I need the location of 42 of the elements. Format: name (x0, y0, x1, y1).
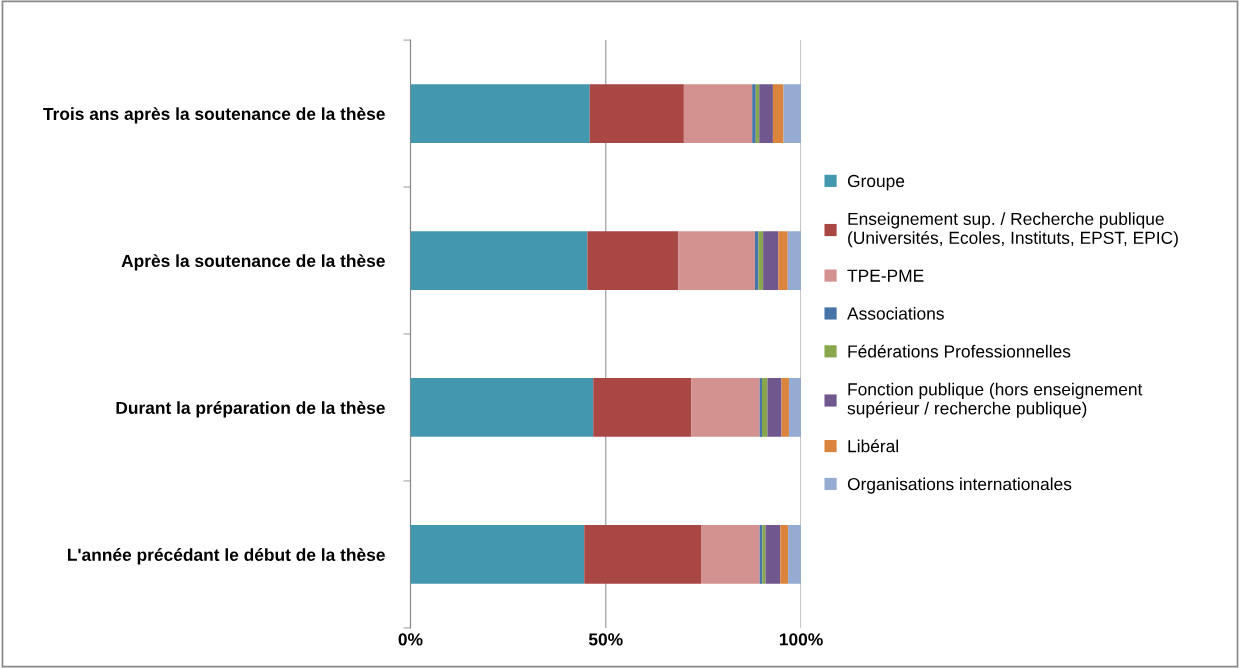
bar (584, 525, 702, 584)
bar (410, 84, 590, 143)
bar (752, 84, 756, 143)
bar (683, 84, 753, 143)
bar (778, 231, 788, 290)
legend-label: Fédérations Professionnelles (848, 344, 1071, 358)
x-tick-label: 50% (588, 633, 623, 646)
bar (761, 378, 768, 437)
bar (787, 231, 802, 290)
bar (783, 84, 802, 143)
bar (780, 525, 789, 584)
x-tick-label: 100% (779, 633, 823, 646)
y-tick-label: Après la soutenance de la thèse (121, 254, 385, 271)
bar (788, 378, 802, 437)
legend-label: Organisations internationales (847, 477, 1072, 494)
bar (701, 525, 760, 584)
bar (772, 84, 784, 143)
y-tick-label: Trois ans après la soutenance de la thèse (43, 107, 385, 124)
legend-label: Enseignement sup. / Recherche publique (Universités, Ecoles, Instituts, EPST, EPIC) (848, 212, 1178, 248)
x-tick-label: 0% (398, 633, 423, 646)
bar (410, 378, 594, 437)
bar (788, 525, 802, 584)
legend-label: Groupe (847, 174, 905, 191)
bar (763, 231, 779, 290)
bar (589, 84, 684, 143)
bar (691, 378, 760, 437)
bar (678, 231, 755, 290)
y-tick-label: Durant la préparation de la thèse (116, 401, 385, 418)
legend-label: Libéral (848, 439, 898, 453)
legend-label: Fonction publique (hors enseignement supérieur / recherche publique) (847, 382, 1143, 418)
y-tick-label: L'année précédant le début de la thèse (67, 548, 385, 565)
legend-label: TPE-PME (847, 269, 924, 282)
bar (759, 84, 773, 143)
bar (593, 378, 692, 437)
bar (587, 231, 679, 290)
bar (767, 378, 782, 437)
bar (410, 231, 588, 290)
bar (765, 525, 781, 584)
bar (758, 231, 764, 290)
bar (781, 378, 789, 437)
legend-label: Associations (847, 306, 944, 320)
bar (410, 525, 585, 584)
